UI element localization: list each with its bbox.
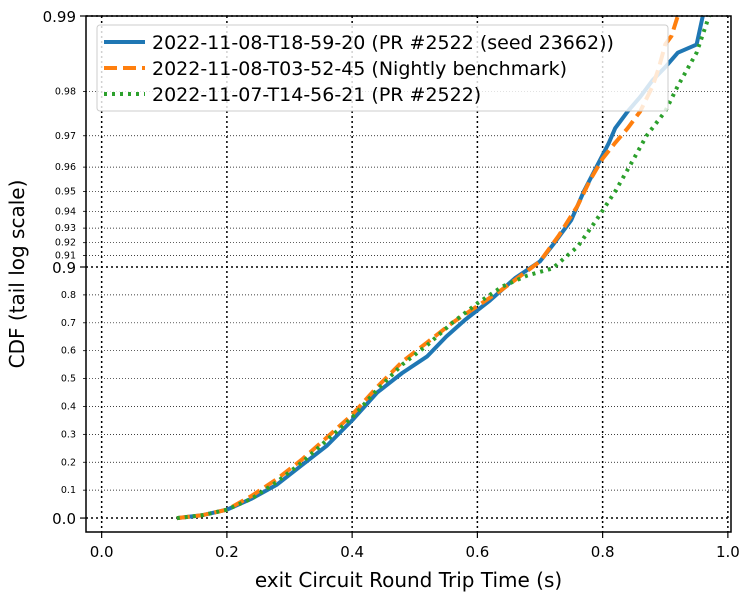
plot-frame <box>85 15 732 533</box>
y-major-tick-label: 0.9 <box>52 259 76 277</box>
y-minor-tick-label: 0.2 <box>61 457 76 468</box>
x-axis-label: exit Circuit Round Trip Time (s) <box>255 568 562 592</box>
y-minor-tick-label: 0.98 <box>55 87 76 98</box>
series-line-3 <box>176 15 711 521</box>
y-minor-tick-label: 0.1 <box>61 485 76 496</box>
y-minor-tick-label: 0.95 <box>55 186 76 197</box>
x-tick-label: 0.6 <box>465 543 489 561</box>
y-major-tick-label: 0.99 <box>43 8 76 26</box>
y-minor-tick-label: 0.91 <box>55 251 76 262</box>
y-minor-tick-label: 0.92 <box>55 238 76 249</box>
y-minor-tick-label: 0.93 <box>55 223 76 234</box>
y-minor-tick-label: 0.7 <box>61 318 76 329</box>
y-minor-tick-label: 0.96 <box>55 162 76 173</box>
y-minor-tick-label: 0.4 <box>61 401 76 412</box>
x-tick-label: 0.0 <box>90 543 114 561</box>
legend-entry-label: 2022-11-08-T03-52-45 (Nightly benchmark) <box>152 58 567 80</box>
x-tick-label: 0.2 <box>215 543 239 561</box>
legend-box <box>96 24 669 112</box>
x-tick-label: 1.0 <box>716 543 740 561</box>
legend-entry-label: 2022-11-07-T14-56-21 (PR #2522) <box>152 84 481 106</box>
legend: 2022-11-08-T18-59-20 (PR #2522 (seed 236… <box>96 24 669 112</box>
x-tick-label: 0.4 <box>340 543 364 561</box>
x-tick-label: 0.8 <box>591 543 615 561</box>
legend-entry-label: 2022-11-08-T18-59-20 (PR #2522 (seed 236… <box>152 32 614 54</box>
y-axis-label: CDF (tail log scale) <box>5 180 29 369</box>
y-minor-tick-label: 0.8 <box>61 290 76 301</box>
y-minor-tick-label: 0.3 <box>61 429 76 440</box>
axis-ticks: 0.0 0.2 0.4 0.6 0.8 1.0 0.1 0.2 0.3 0.4 0.5 0.6 0.7 0… <box>43 8 740 561</box>
y-minor-tick-label: 0.97 <box>55 131 76 142</box>
y-minor-tick-label: 0.6 <box>61 346 76 357</box>
y-minor-tick-label: 0.94 <box>55 206 76 217</box>
y-major-tick-label: 0.0 <box>52 510 76 528</box>
y-minor-tick-label: 0.5 <box>61 374 76 385</box>
